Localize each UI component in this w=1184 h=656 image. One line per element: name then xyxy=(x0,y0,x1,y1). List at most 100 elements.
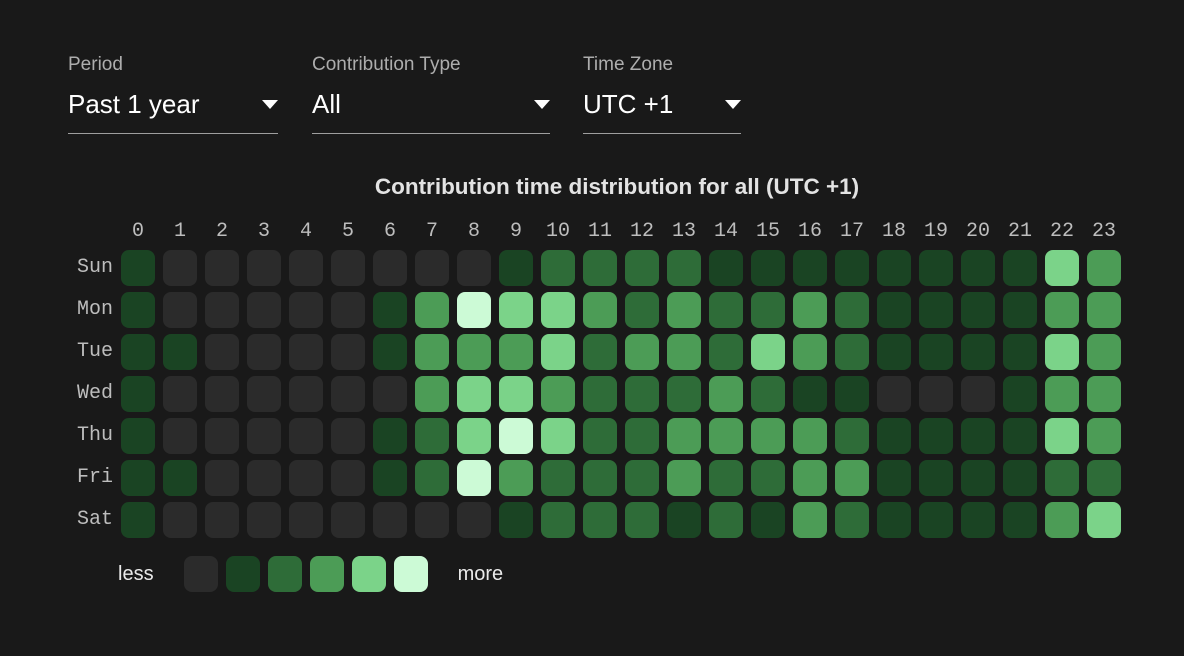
heatmap-cell xyxy=(877,376,911,412)
hour-label: 6 xyxy=(383,220,396,243)
heatmap-cell xyxy=(163,418,197,454)
contribution-type-dropdown[interactable]: Contribution Type All xyxy=(312,53,550,134)
heatmap-cell xyxy=(331,460,365,496)
heatmap-cell xyxy=(289,418,323,454)
time-zone-select[interactable]: UTC +1 xyxy=(583,87,741,121)
period-underline xyxy=(68,133,278,134)
heatmap-cell xyxy=(163,334,197,370)
heatmap-cell xyxy=(373,250,407,286)
heatmap-cell xyxy=(919,460,953,496)
heatmap-cell xyxy=(163,376,197,412)
heatmap-cell xyxy=(1003,418,1037,454)
heatmap-cell xyxy=(625,292,659,328)
heatmap-cell xyxy=(961,460,995,496)
heatmap-cell xyxy=(457,250,491,286)
heatmap-cell xyxy=(961,502,995,538)
heatmap-cell xyxy=(919,502,953,538)
heatmap-cell xyxy=(415,460,449,496)
heatmap-cell xyxy=(751,292,785,328)
heatmap-cell xyxy=(499,292,533,328)
heatmap-cell xyxy=(373,502,407,538)
legend-swatch xyxy=(267,556,302,592)
heatmap-cell xyxy=(919,334,953,370)
heatmap-cell xyxy=(625,502,659,538)
legend-swatch xyxy=(183,556,218,592)
heatmap-cell xyxy=(373,292,407,328)
heatmap-cell xyxy=(625,376,659,412)
heatmap-cell xyxy=(331,292,365,328)
period-dropdown[interactable]: Period Past 1 year xyxy=(68,53,278,134)
heatmap-cell xyxy=(205,502,239,538)
heatmap-cell xyxy=(919,250,953,286)
heatmap-cell xyxy=(121,376,155,412)
heatmap-cell xyxy=(415,250,449,286)
period-value: Past 1 year xyxy=(68,89,200,119)
heatmap-cell xyxy=(709,250,743,286)
day-label: Fri xyxy=(76,466,113,489)
hour-label: 1 xyxy=(173,220,186,243)
heatmap-cell xyxy=(583,460,617,496)
heatmap-cell xyxy=(457,376,491,412)
hour-label: 14 xyxy=(713,220,738,243)
heatmap-cell xyxy=(1087,376,1121,412)
heatmap-cell xyxy=(499,460,533,496)
heatmap-cell xyxy=(709,418,743,454)
heatmap-cell xyxy=(205,334,239,370)
heatmap-cell xyxy=(793,460,827,496)
heatmap-cell xyxy=(415,334,449,370)
heatmap-cell xyxy=(457,502,491,538)
heatmap-cell xyxy=(205,418,239,454)
hour-label: 18 xyxy=(881,220,906,243)
heatmap-cell xyxy=(667,334,701,370)
heatmap-cell xyxy=(961,334,995,370)
hour-label: 16 xyxy=(797,220,822,243)
hour-label: 2 xyxy=(215,220,228,243)
heatmap-cell xyxy=(289,376,323,412)
heatmap-cell xyxy=(835,250,869,286)
heatmap-cell xyxy=(583,418,617,454)
heatmap-cell xyxy=(751,334,785,370)
heatmap-cell xyxy=(877,250,911,286)
heatmap-legend: less more xyxy=(118,556,503,592)
hour-label: 5 xyxy=(341,220,354,243)
contribution-type-select[interactable]: All xyxy=(312,87,550,121)
period-select[interactable]: Past 1 year xyxy=(68,87,278,121)
heatmap-cell xyxy=(205,460,239,496)
heatmap-cell xyxy=(877,292,911,328)
heatmap-cell xyxy=(121,418,155,454)
heatmap-cell xyxy=(961,250,995,286)
heatmap-cell xyxy=(121,292,155,328)
heatmap-cell xyxy=(835,292,869,328)
heatmap-cell xyxy=(541,460,575,496)
heatmap-cell xyxy=(793,250,827,286)
period-label: Period xyxy=(68,54,123,75)
day-label: Mon xyxy=(76,298,113,321)
hour-label: 22 xyxy=(1049,220,1074,243)
heatmap-cell xyxy=(331,250,365,286)
heatmap-cell xyxy=(163,502,197,538)
hour-label: 17 xyxy=(839,220,864,243)
heatmap-cell xyxy=(1087,418,1121,454)
day-label: Sun xyxy=(76,256,113,279)
hour-label: 0 xyxy=(131,220,144,243)
heatmap-cell xyxy=(541,376,575,412)
legend-swatch xyxy=(393,556,428,592)
heatmap-cell xyxy=(163,250,197,286)
time-zone-dropdown[interactable]: Time Zone UTC +1 xyxy=(583,53,741,134)
heatmap-cell xyxy=(1003,334,1037,370)
heatmap-cell xyxy=(877,502,911,538)
hour-label: 19 xyxy=(923,220,948,243)
time-zone-label: Time Zone xyxy=(583,54,674,75)
heatmap-cell xyxy=(709,334,743,370)
heatmap-cell xyxy=(667,292,701,328)
heatmap-grid: 0 1 2 3 4 5 6 7 8 9 10 11 12 13 14 15 16 17 18 19 20 21 22 23 Su… xyxy=(59,220,1121,538)
heatmap-cell xyxy=(289,334,323,370)
heatmap-cell xyxy=(709,292,743,328)
heatmap-cell xyxy=(499,502,533,538)
hour-label: 20 xyxy=(965,220,990,243)
heatmap-cell xyxy=(667,376,701,412)
heatmap-cell xyxy=(709,502,743,538)
heatmap-cell xyxy=(625,250,659,286)
heatmap-cell xyxy=(793,418,827,454)
heatmap-cell xyxy=(919,376,953,412)
